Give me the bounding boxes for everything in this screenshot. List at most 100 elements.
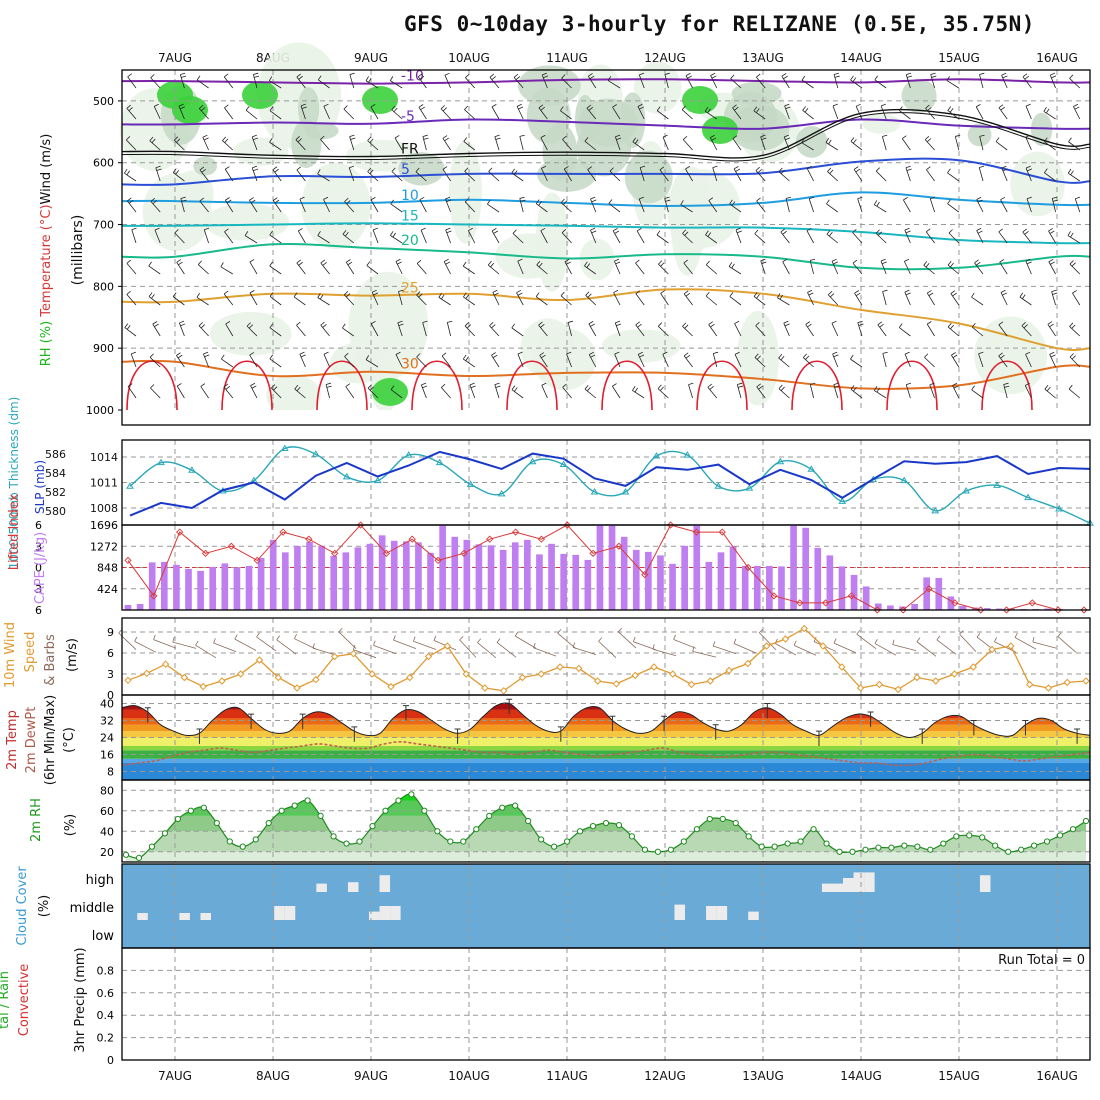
wind-barb <box>905 74 911 89</box>
wind-speed-marker <box>462 670 470 678</box>
rh-high-area <box>372 378 408 406</box>
wind-barb-flag <box>253 168 259 172</box>
rh-marker <box>434 828 441 835</box>
rh-mid-area <box>795 126 828 158</box>
wind-barb <box>511 389 524 399</box>
wind-barb <box>1032 641 1057 649</box>
wind-barb-flag <box>298 75 303 80</box>
cloud-bar <box>853 872 865 892</box>
isotherm-label: -5 <box>401 109 415 125</box>
wind-barb-flag <box>1073 103 1079 107</box>
wind-barb <box>269 265 282 275</box>
wind-barb-flag <box>710 323 715 328</box>
wind-barb-flag <box>320 135 325 140</box>
wind-barb <box>323 106 330 120</box>
wind-barb-flag <box>390 231 394 236</box>
thickness-marker <box>838 497 847 504</box>
wind-barb <box>930 74 935 89</box>
rh-marker <box>460 838 467 845</box>
wind-barb <box>781 76 790 89</box>
isotherm-loop <box>316 360 368 411</box>
wind-barb <box>1025 260 1032 275</box>
wind-barb-flag <box>173 136 179 141</box>
wind-barb <box>250 385 258 399</box>
wind-barb <box>1014 637 1037 650</box>
wind-barb-flag <box>1069 322 1074 327</box>
cape-bar <box>427 552 434 610</box>
wind-barb <box>874 643 897 656</box>
wind-barb-flag <box>705 230 709 236</box>
wind-barb-flag <box>612 228 618 232</box>
panel-frame <box>121 524 1091 611</box>
cloud-bar <box>864 872 875 892</box>
surface-wind-barbs <box>118 627 1077 659</box>
wind-barb-flag <box>433 635 437 641</box>
wind-barb <box>584 388 597 399</box>
wind-barb <box>349 74 355 89</box>
rh-label: 2m RH <box>29 798 44 842</box>
rh-high-area <box>172 96 208 124</box>
wind-barb-flag <box>203 351 209 355</box>
thickness-marker <box>1024 493 1032 501</box>
cape-bar <box>1044 608 1052 610</box>
wind-barb-flag <box>831 258 837 262</box>
wind-barb-flag <box>368 77 372 83</box>
wind-speed-marker <box>1082 677 1090 685</box>
wind-barb-flag <box>882 289 888 292</box>
wind-barb <box>692 650 717 658</box>
wind-barb-flag <box>590 196 596 200</box>
wind-barb <box>587 75 597 89</box>
wind-barb-flag <box>834 385 840 388</box>
cape-tick-label: 424 <box>97 583 118 596</box>
wind-barb-flag <box>953 385 959 389</box>
wind-barb <box>874 79 887 89</box>
wind-barb <box>950 293 960 306</box>
wind-barb-flag <box>154 227 160 231</box>
wind-barb-flag <box>317 293 321 298</box>
wind-barb-flag <box>780 355 785 361</box>
wind-barb <box>664 198 669 213</box>
wind-speed-marker <box>687 680 696 689</box>
wind-barb-flag <box>660 262 665 267</box>
wind-barb-flag <box>833 261 838 265</box>
wind-barb <box>296 76 306 89</box>
wind-barb <box>153 106 161 120</box>
wind-barb <box>659 169 669 182</box>
wind-speed-marker <box>669 670 677 678</box>
wind-barb <box>754 233 766 244</box>
li-marker <box>382 549 391 557</box>
wind-barb <box>269 327 282 337</box>
wind-barb-flag <box>831 320 837 324</box>
wind-barb-flag <box>587 293 592 298</box>
wind-barb-flag <box>635 259 640 264</box>
wind-barb-flag <box>126 259 131 264</box>
wind-speed-marker <box>725 666 733 675</box>
wind-barb-flag <box>342 323 346 329</box>
wind-barb <box>899 110 911 120</box>
wind-barb-flag <box>540 134 546 138</box>
wind-barb <box>783 136 790 151</box>
wind-barb-flag <box>152 200 157 205</box>
wind-barb-flag <box>1047 321 1053 325</box>
date-label-top: 7AUG <box>158 51 192 65</box>
rh-marker <box>473 826 480 833</box>
wind-barb <box>325 384 330 399</box>
wind-barb-flag <box>152 321 158 325</box>
wind-barb-flag <box>221 354 225 360</box>
wind-barb-flag <box>664 72 670 75</box>
wind-barb-flag <box>825 138 830 143</box>
temperature-legend: Temperature (°C) <box>39 204 54 317</box>
wind-barb <box>1003 384 1008 399</box>
wind-speed-marker <box>706 677 715 685</box>
wind-barb <box>662 354 669 368</box>
wind-barb-flag <box>172 637 175 643</box>
wind-barb <box>1044 172 1056 182</box>
wind-barb-flag <box>178 103 184 107</box>
wind-barb-flag <box>828 231 833 237</box>
wind-barb <box>320 324 330 337</box>
wind-speed-marker <box>312 675 320 684</box>
wind-speed-marker <box>1044 684 1053 692</box>
li-marker <box>356 521 365 529</box>
wind-barb <box>272 200 282 213</box>
